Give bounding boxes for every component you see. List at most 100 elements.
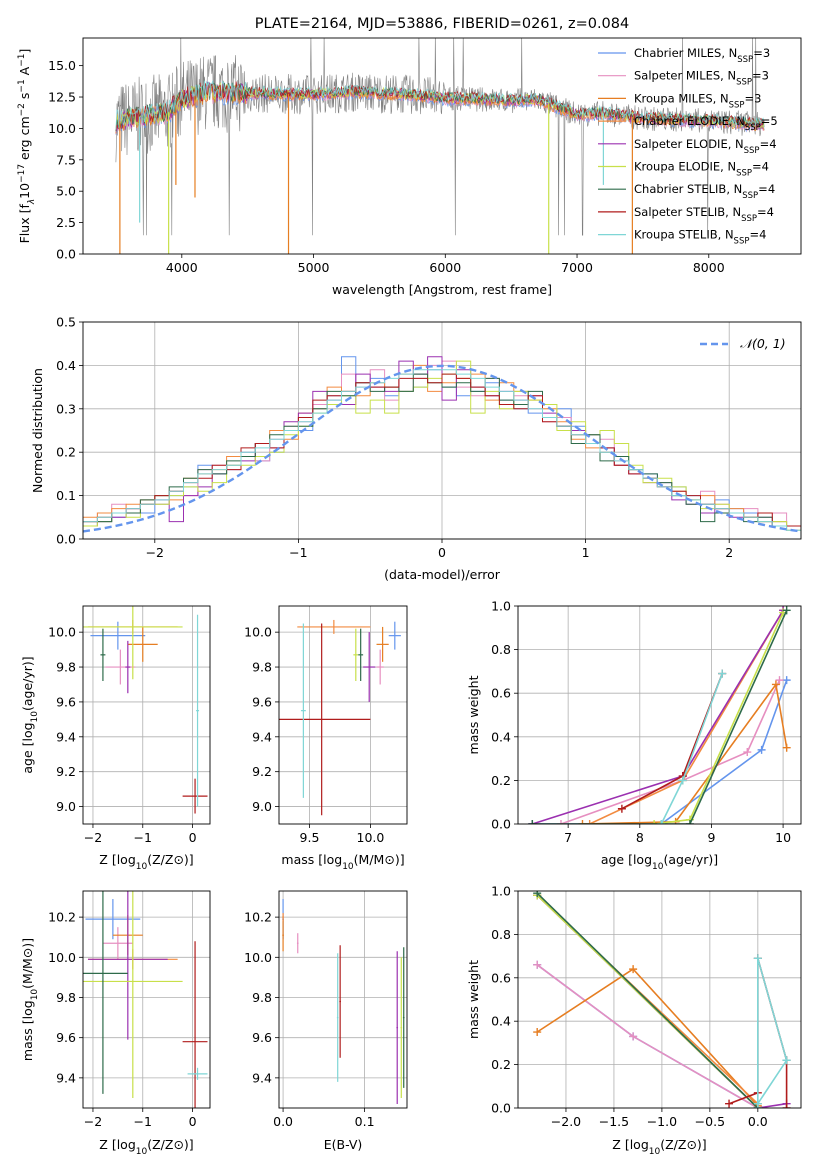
plus-marker (753, 1099, 762, 1108)
x-axis-label-part: )] (395, 852, 405, 867)
x-tick-label: 1 (582, 545, 590, 560)
y-tick-label: 15.0 (48, 58, 76, 73)
legend-n: 4 (767, 205, 774, 219)
y-tick-label: 0.4 (491, 1014, 511, 1029)
massweight-line (536, 964, 759, 1108)
legend-prefix: N (727, 69, 736, 83)
y-axis-label-part: −1 (17, 79, 27, 92)
y-tick-label: 0.3 (56, 401, 76, 416)
massweight-line (536, 964, 759, 1108)
y-tick-label: 0.2 (56, 445, 76, 460)
y-tick-label: 0.8 (491, 642, 511, 657)
y-axis-label-part: Flux [f (17, 204, 32, 244)
x-tick-label: −1 (134, 830, 152, 845)
y-tick-label: 0.0 (491, 817, 511, 832)
x-axis-label-part: )] (184, 852, 194, 867)
y-tick-label: 9.6 (56, 694, 76, 709)
legend-sub: SSP (729, 100, 745, 110)
x-tick-label: 0 (438, 545, 446, 560)
plus-marker (718, 669, 727, 678)
plus-marker (782, 676, 791, 685)
legend-model: Kroupa ELODIE (634, 160, 720, 174)
x-tick-label: 6000 (429, 260, 461, 275)
legend-entry-label: Chabrier STELIB, NSSP=4 (634, 182, 775, 201)
axes-frame (82, 37, 802, 255)
y-tick-label: 0.0 (56, 247, 76, 262)
massweight-line (582, 682, 788, 824)
x-tick-label: −2 (146, 545, 164, 560)
x-axis-label-part: ⊙ (384, 852, 394, 867)
y-tick-label: 9.8 (56, 990, 76, 1005)
y-tick-label: 7.5 (56, 152, 76, 167)
legend-sub: SSP (734, 237, 750, 247)
y-axis-label: mass [log10(M/M⊙)] (20, 938, 40, 1061)
massweight-line (621, 673, 723, 810)
axes-frame (278, 890, 408, 1109)
x-tick-label: 7 (564, 830, 572, 845)
legend-entry-label: Chabrier MILES, NSSP=3 (634, 46, 770, 65)
x-tick-label: −2 (84, 1114, 102, 1129)
y-axis-label-part: 10 (30, 711, 40, 723)
massweight-line (532, 679, 788, 824)
x-tick-label: −1.5 (599, 1114, 629, 1129)
x-tick-label: −1 (134, 1114, 152, 1129)
y-tick-label: 5.0 (56, 184, 76, 199)
x-axis-label-part: Z [log (99, 1137, 135, 1152)
plus-marker (782, 743, 791, 752)
plus-marker (771, 680, 780, 689)
x-axis-label-part: Z [log (612, 1137, 648, 1152)
age-vs-mass-panel: 9.5 10.0 9.0 9.2 9.4 9.6 9.8 10.0 mass [log10(M/… (244, 605, 408, 872)
y-tick-label: 12.5 (48, 90, 76, 105)
legend-model: Salpeter ELODIE (634, 137, 728, 151)
plus-marker (629, 965, 638, 974)
y-tick-label: 9.2 (56, 764, 76, 779)
x-axis-label-part: 10 (652, 862, 664, 872)
plot-area (528, 606, 791, 824)
x-tick-label: 10.0 (357, 830, 385, 845)
legend-model: Chabrier ELODIE (634, 114, 729, 128)
y-axis-label-part: erg cm (17, 116, 32, 164)
massweight-line (536, 892, 759, 1108)
y-tick-label: 9.8 (252, 660, 272, 675)
x-tick-label: 4000 (166, 260, 198, 275)
legend-n: 4 (769, 137, 776, 151)
y-tick-label: 2.5 (56, 215, 76, 230)
x-axis-label-part: 10 (136, 862, 148, 872)
legend-prefix: N (736, 114, 745, 128)
legend-prefix: N (729, 46, 738, 60)
legend-sub: SSP (737, 55, 753, 65)
y-axis-label-part: (age/yr)] (20, 656, 35, 711)
x-tick-label: 0.0 (273, 1114, 293, 1129)
x-tick-label: 9.5 (300, 830, 320, 845)
plus-marker (725, 1099, 734, 1108)
plot-area (83, 356, 801, 539)
y-tick-label: 9.0 (252, 799, 272, 814)
x-tick-label: 5000 (298, 260, 330, 275)
spectrum-panel: PLATE=2164, MJD=53886, FIBERID=0261, z=0… (17, 16, 802, 297)
y-axis-label: Flux [fλ10−17 erg cm−2 s−1 A−1] (17, 49, 37, 244)
plus-marker (757, 745, 766, 754)
y-tick-label: 0.0 (491, 1101, 511, 1116)
x-tick-label: 0.0 (748, 1114, 768, 1129)
legend-prefix: N (735, 137, 744, 151)
y-axis-label-part: s (17, 93, 32, 104)
plot-area (83, 606, 208, 814)
y-tick-label: 9.4 (252, 729, 272, 744)
x-axis-label-part: (age/yr)] (663, 852, 718, 867)
legend-n: 4 (759, 228, 766, 242)
plus-marker (782, 1056, 791, 1065)
y-tick-label: 0.4 (491, 729, 511, 744)
x-tick-label: 2 (725, 545, 733, 560)
y-tick-label: 0.6 (491, 686, 511, 701)
x-axis-label-part: 10 (342, 862, 354, 872)
y-axis-label: mass weight (466, 960, 481, 1039)
y-axis-label: age [log10(age/yr)] (20, 656, 40, 773)
y-tick-label: 0.0 (56, 532, 76, 547)
y-tick-label: 0.2 (491, 773, 511, 788)
plot-area (282, 899, 405, 1104)
plus-marker (678, 776, 687, 785)
x-tick-label: 9 (707, 830, 715, 845)
x-axis-label-part: (Z/Z (660, 1137, 686, 1152)
x-tick-label: 8000 (693, 260, 725, 275)
y-tick-label: 9.4 (252, 1070, 272, 1085)
